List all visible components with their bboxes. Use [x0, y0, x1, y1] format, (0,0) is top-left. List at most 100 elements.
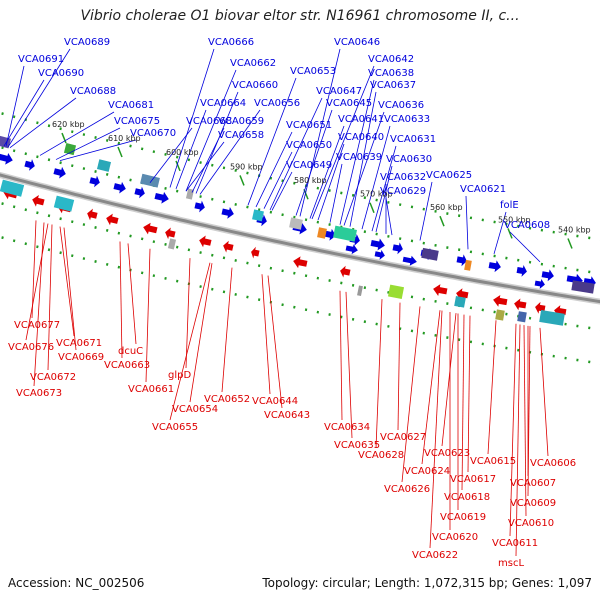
gene-leader-line: [247, 77, 297, 206]
gene-leader-line: [361, 125, 391, 230]
gene-leader-line: [221, 267, 233, 393]
gene-leader-line: [421, 310, 441, 465]
gene-leader-line: [429, 310, 443, 549]
gene-label: VCA0663: [104, 360, 150, 371]
gene-leader-line: [267, 275, 283, 409]
forward-gene-arrow: [113, 181, 126, 194]
gene-label: VCA0656: [254, 98, 300, 109]
gene-leader-line: [199, 109, 261, 195]
scale-tick-label: 550 kbp: [498, 215, 531, 224]
forward-gene-arrow: [516, 264, 527, 277]
forward-gene-arrow: [323, 228, 336, 241]
gene-label: VCA0672: [30, 372, 76, 383]
gene-label: VCA0638: [368, 68, 414, 79]
reverse-gene-arrow: [143, 222, 158, 235]
gene-leader-line: [175, 109, 207, 189]
gene-label: VCA0673: [16, 388, 62, 399]
gene-leader-line: [25, 223, 49, 341]
gene-leader-line: [441, 313, 457, 447]
gene-leader-line: [419, 181, 433, 241]
gene-leader-line: [63, 227, 77, 351]
gene-leader-line: [189, 263, 213, 403]
gene-leader-line: [3, 79, 45, 147]
feature-block: [333, 225, 357, 242]
gene-leader-line: [261, 274, 271, 395]
gene-label: VCA0655: [152, 422, 198, 433]
gene-label: VCA0615: [470, 456, 516, 467]
feature-block: [96, 159, 112, 172]
feature-block: [317, 227, 327, 239]
gene-label: VCA0642: [368, 54, 414, 65]
forward-gene-arrow: [345, 244, 358, 255]
scale-tick-label: 610 kbp: [108, 134, 141, 143]
gene-label: VCA0688: [70, 86, 116, 97]
gene-label: VCA0659: [218, 116, 264, 127]
feature-block: [289, 217, 303, 230]
forward-gene-arrow: [392, 242, 403, 255]
gene-label: VCA0660: [232, 80, 278, 91]
gene-label: VCA0618: [444, 492, 490, 503]
forward-gene-arrow: [534, 279, 545, 289]
gene-leader-line: [375, 299, 383, 449]
scale-tick: [369, 202, 375, 214]
gene-label: VCA0658: [218, 130, 264, 141]
gene-leader-line: [145, 248, 151, 383]
map-title: Vibrio cholerae O1 biovar eltor str. N16…: [80, 8, 520, 24]
gene-leader-line: [185, 69, 237, 192]
gene-label: VCA0662: [230, 58, 276, 69]
gene-label: VCA0661: [128, 384, 174, 395]
gene-leader-line: [127, 243, 137, 345]
gene-leader-line: [9, 97, 77, 148]
gene-leader-line: [33, 222, 45, 387]
scale-tick: [175, 160, 181, 172]
gene-leader-line: [271, 171, 293, 211]
gene-label: VCA0640: [338, 132, 384, 143]
gene-label: VCA0681: [108, 100, 154, 111]
gene-label: VCA0637: [370, 80, 416, 91]
feature-block: [495, 309, 505, 321]
gene-label: VCA0671: [56, 338, 102, 349]
gene-label: VCA0622: [412, 550, 458, 561]
feature-block: [464, 259, 472, 271]
gene-label: VCA0652: [204, 394, 250, 405]
accession-label: Accession: NC_002506: [8, 576, 145, 590]
gene-label: mscL: [498, 558, 524, 569]
gene-leader-line: [467, 315, 471, 473]
gene-leader-line: [149, 127, 193, 183]
reverse-gene-arrow: [199, 235, 212, 248]
gene-label: folE: [500, 200, 519, 211]
gene-leader-line: [269, 97, 323, 211]
gene-leader-line: [401, 306, 421, 483]
gene-leader-line: [487, 320, 497, 455]
gene-label: VCA0669: [58, 352, 104, 363]
tick-ring-2: [0, 145, 600, 275]
gene-label: VCA0621: [460, 184, 506, 195]
gene-label: VCA0691: [18, 54, 64, 65]
scale-tick-label: 580 kbp: [294, 176, 327, 185]
gene-label: VCA0627: [380, 432, 426, 443]
genome-info-label: Topology: circular; Length: 1,072,315 bp…: [262, 576, 592, 590]
gene-leader-line: [515, 324, 521, 557]
feature-block: [517, 311, 527, 323]
gene-leader-line: [263, 151, 293, 209]
gene-leader-line: [185, 141, 225, 192]
gene-leader-line: [465, 195, 469, 250]
reverse-gene-arrow: [340, 265, 351, 278]
gene-leader-line: [5, 65, 25, 147]
gene-leader-line: [523, 325, 527, 517]
feature-block: [539, 309, 565, 326]
gene-label: VCA0632: [380, 172, 426, 183]
forward-gene-arrow: [0, 152, 13, 165]
gene-label: VCA0639: [336, 152, 382, 163]
gene-leader-line: [55, 127, 121, 160]
gene-label: glpD: [168, 370, 191, 381]
gene-label: VCA0631: [390, 134, 436, 145]
gene-leader-line: [493, 211, 507, 255]
feature-block: [571, 280, 595, 294]
gene-label: VCA0610: [508, 518, 554, 529]
reverse-gene-arrow: [433, 284, 448, 296]
reverse-gene-arrow: [514, 298, 527, 311]
gene-leader-line: [255, 131, 293, 208]
gene-leader-line: [169, 48, 215, 188]
forward-gene-arrow: [134, 186, 145, 199]
